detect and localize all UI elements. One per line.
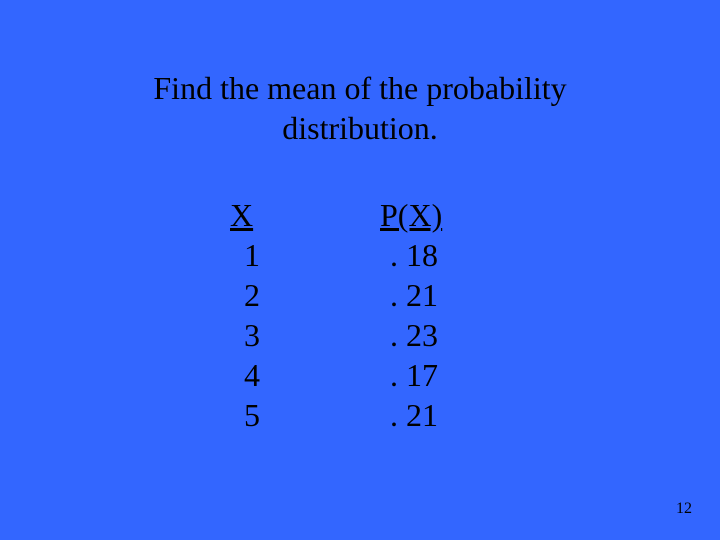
title-line-2: distribution. — [0, 108, 720, 148]
title-line-1: Find the mean of the probability — [0, 68, 720, 108]
table-row: 2 . 21 — [230, 276, 520, 316]
cell-x: 5 — [244, 396, 260, 435]
cell-x: 1 — [244, 236, 260, 275]
cell-x: 3 — [244, 316, 260, 355]
table-header-row: X P(X) — [230, 196, 520, 236]
header-x: X — [230, 196, 253, 235]
table-row: 5 . 21 — [230, 396, 520, 436]
table-row: 3 . 23 — [230, 316, 520, 356]
probability-table: X P(X) 1 . 18 2 . 21 3 . 23 4 . 17 5 . 2… — [230, 196, 520, 436]
cell-px: . 21 — [390, 276, 438, 315]
cell-px: . 23 — [390, 316, 438, 355]
cell-x: 2 — [244, 276, 260, 315]
cell-x: 4 — [244, 356, 260, 395]
page-number: 12 — [676, 500, 692, 518]
table-row: 1 . 18 — [230, 236, 520, 276]
cell-px: . 21 — [390, 396, 438, 435]
cell-px: . 17 — [390, 356, 438, 395]
slide-title: Find the mean of the probability distrib… — [0, 68, 720, 148]
table-row: 4 . 17 — [230, 356, 520, 396]
header-px: P(X) — [380, 196, 442, 235]
cell-px: . 18 — [390, 236, 438, 275]
